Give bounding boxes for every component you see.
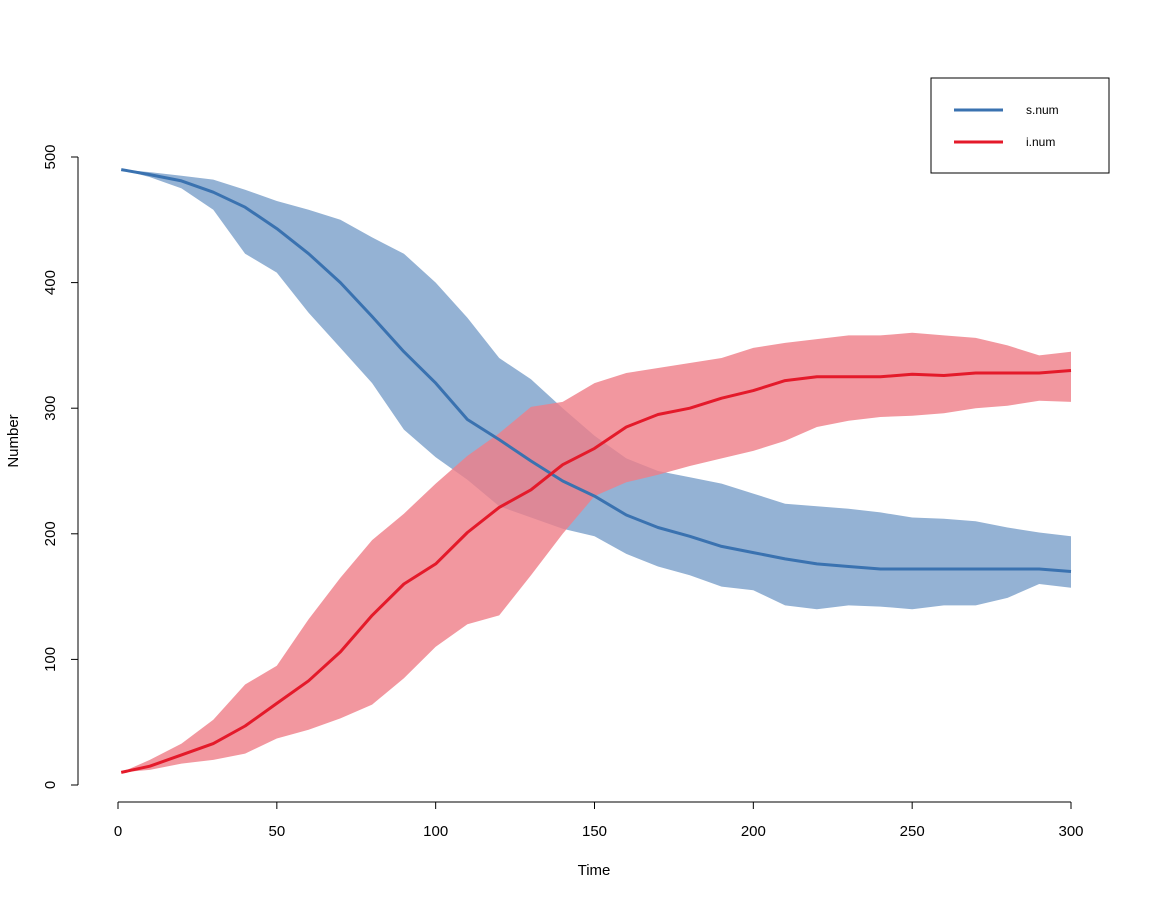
- x-tick-label: 50: [268, 823, 285, 840]
- y-tick-label: 400: [42, 270, 59, 295]
- y-ticks: 0 100 200 300 400 500: [42, 144, 78, 789]
- y-tick-label: 300: [42, 396, 59, 421]
- x-tick-label: 0: [114, 823, 122, 840]
- x-ticks: 0 50 100 150 200 250 300: [114, 802, 1084, 840]
- lines-layer: [120, 168, 1072, 774]
- y-tick-label: 500: [42, 144, 59, 169]
- band-i-num: [121, 332, 1071, 773]
- y-tick-label: 0: [42, 781, 59, 789]
- legend-box: [930, 77, 1110, 174]
- x-tick-label: 150: [582, 823, 607, 840]
- x-axis-title: Time: [578, 862, 611, 879]
- bands-layer: [121, 169, 1071, 773]
- band-s-num: [121, 169, 1071, 610]
- x-tick-label: 100: [423, 823, 448, 840]
- x-tick-label: 250: [900, 823, 925, 840]
- legend-label-i-num: i.num: [1026, 135, 1055, 149]
- series-line-i-num: [120, 369, 1072, 774]
- x-tick-label: 200: [741, 823, 766, 840]
- x-tick-label: 300: [1058, 823, 1083, 840]
- series-line-s-num: [120, 168, 1072, 573]
- legend: s.num i.num: [930, 77, 1110, 174]
- y-axis-title: Number: [5, 414, 22, 467]
- y-tick-label: 100: [42, 647, 59, 672]
- legend-label-s-num: s.num: [1026, 103, 1059, 117]
- y-tick-label: 200: [42, 521, 59, 546]
